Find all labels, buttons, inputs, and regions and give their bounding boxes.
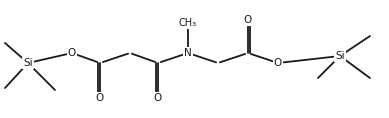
Text: O: O xyxy=(274,58,282,68)
Text: O: O xyxy=(68,48,76,58)
Text: O: O xyxy=(244,15,252,25)
Text: O: O xyxy=(154,93,162,103)
Text: N: N xyxy=(184,48,192,58)
Text: CH₃: CH₃ xyxy=(179,18,197,28)
Text: Si: Si xyxy=(335,51,345,61)
Text: O: O xyxy=(96,93,104,103)
Text: Si: Si xyxy=(23,58,33,68)
